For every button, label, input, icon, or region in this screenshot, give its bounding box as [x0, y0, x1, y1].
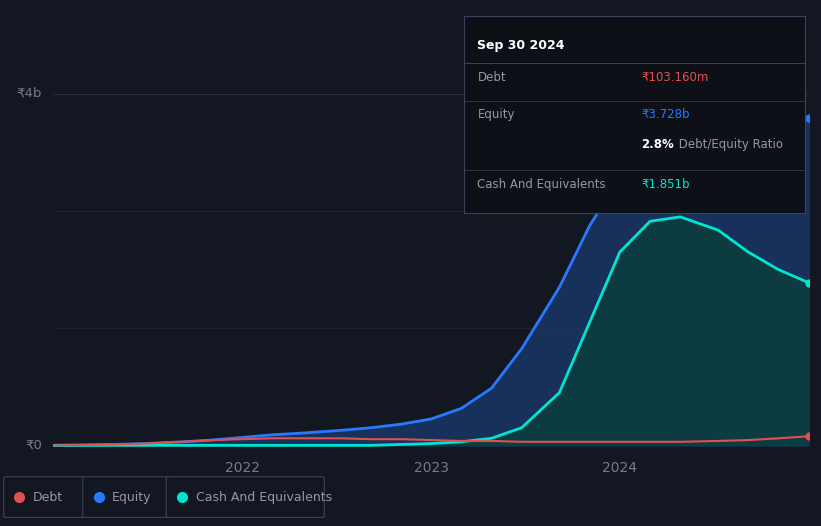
Text: ₹103.160m: ₹103.160m — [641, 71, 709, 84]
Text: 2.8%: 2.8% — [641, 138, 674, 151]
Text: ₹4b: ₹4b — [16, 87, 42, 100]
Text: Equity: Equity — [112, 491, 152, 503]
Text: ₹3.728b: ₹3.728b — [641, 108, 690, 122]
Text: ₹0: ₹0 — [25, 439, 42, 452]
Text: Cash And Equivalents: Cash And Equivalents — [195, 491, 332, 503]
Text: Debt/Equity Ratio: Debt/Equity Ratio — [675, 138, 783, 151]
Text: ₹1.851b: ₹1.851b — [641, 178, 690, 190]
Text: Sep 30 2024: Sep 30 2024 — [478, 39, 565, 53]
Text: Debt: Debt — [478, 71, 506, 84]
Text: Debt: Debt — [33, 491, 63, 503]
FancyBboxPatch shape — [3, 477, 87, 518]
Text: Equity: Equity — [478, 108, 515, 122]
Text: Cash And Equivalents: Cash And Equivalents — [478, 178, 606, 190]
FancyBboxPatch shape — [167, 477, 324, 518]
FancyBboxPatch shape — [83, 477, 171, 518]
